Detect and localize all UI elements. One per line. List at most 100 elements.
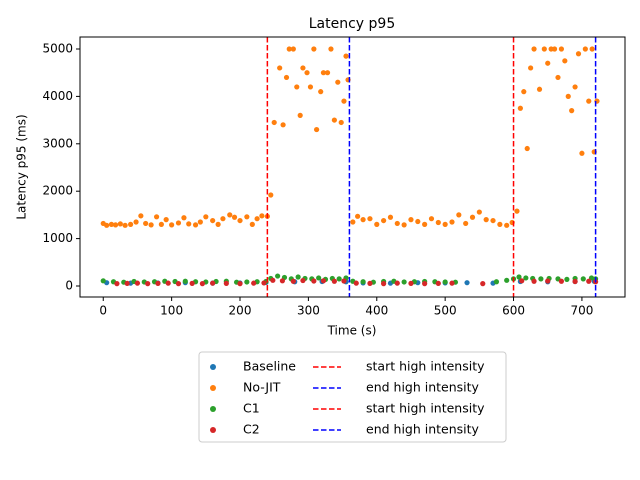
legend-label: end high intensity bbox=[366, 380, 480, 395]
point bbox=[551, 46, 558, 52]
point bbox=[165, 280, 171, 286]
point bbox=[244, 279, 250, 285]
x-tick-label: 400 bbox=[365, 304, 388, 318]
point bbox=[555, 74, 561, 81]
point bbox=[320, 70, 327, 76]
point bbox=[464, 280, 470, 286]
point bbox=[401, 222, 407, 228]
point bbox=[143, 220, 149, 227]
point bbox=[545, 60, 551, 66]
point bbox=[313, 126, 320, 133]
legend-label: C1 bbox=[243, 401, 260, 416]
point bbox=[353, 280, 359, 286]
point bbox=[148, 222, 154, 228]
point bbox=[311, 278, 317, 284]
legend-marker bbox=[210, 406, 216, 412]
point bbox=[294, 84, 300, 90]
point bbox=[381, 281, 387, 287]
chart-title: Latency p95 bbox=[309, 16, 396, 32]
legend-label: start high intensity bbox=[366, 359, 485, 374]
legend-marker bbox=[210, 385, 216, 391]
point bbox=[331, 278, 337, 284]
point bbox=[290, 46, 296, 52]
point bbox=[449, 219, 455, 225]
point bbox=[523, 275, 529, 281]
point bbox=[270, 277, 276, 283]
point bbox=[355, 213, 361, 219]
point bbox=[117, 221, 123, 227]
point bbox=[182, 278, 188, 284]
point bbox=[210, 217, 216, 224]
point bbox=[541, 46, 547, 52]
point bbox=[463, 220, 469, 227]
x-tick-label: 200 bbox=[229, 304, 252, 318]
point bbox=[422, 221, 428, 227]
point bbox=[565, 93, 571, 99]
point bbox=[153, 214, 160, 220]
point bbox=[469, 214, 476, 220]
point bbox=[536, 86, 543, 92]
point bbox=[524, 145, 530, 152]
point bbox=[538, 276, 544, 282]
point bbox=[192, 222, 199, 228]
point bbox=[582, 46, 588, 52]
point bbox=[480, 281, 486, 287]
point bbox=[316, 275, 322, 281]
legend-label: end high intensity bbox=[366, 422, 480, 437]
point bbox=[271, 119, 277, 126]
point bbox=[558, 278, 565, 284]
point bbox=[254, 216, 260, 222]
point bbox=[394, 280, 400, 286]
x-tick-label: 500 bbox=[434, 304, 457, 318]
point bbox=[408, 217, 414, 223]
point bbox=[586, 278, 592, 284]
point bbox=[343, 53, 349, 59]
point bbox=[311, 46, 317, 52]
plot-frame bbox=[79, 36, 626, 298]
point bbox=[497, 221, 503, 227]
point bbox=[564, 276, 570, 282]
point bbox=[251, 280, 257, 286]
point bbox=[295, 274, 301, 280]
y-tick-label: 3000 bbox=[42, 136, 73, 150]
point bbox=[338, 119, 344, 126]
point bbox=[341, 278, 347, 284]
point bbox=[114, 281, 120, 287]
point bbox=[435, 280, 441, 286]
point bbox=[589, 46, 595, 52]
point bbox=[531, 46, 537, 52]
point bbox=[442, 221, 448, 227]
point bbox=[112, 222, 119, 228]
point bbox=[360, 217, 366, 223]
point bbox=[223, 280, 229, 286]
point bbox=[304, 70, 310, 76]
legend-box bbox=[198, 351, 507, 443]
point bbox=[381, 217, 387, 224]
point bbox=[519, 278, 525, 284]
point bbox=[435, 219, 441, 226]
point bbox=[572, 84, 578, 90]
point bbox=[155, 280, 161, 286]
point bbox=[199, 281, 206, 287]
point bbox=[138, 213, 144, 219]
point bbox=[197, 219, 203, 225]
point bbox=[259, 213, 265, 219]
point bbox=[297, 112, 303, 118]
point bbox=[569, 108, 575, 114]
point bbox=[280, 122, 286, 128]
point bbox=[442, 279, 448, 285]
point bbox=[531, 278, 537, 284]
point bbox=[122, 222, 128, 228]
legend-label: Baseline bbox=[243, 359, 296, 374]
point bbox=[341, 98, 347, 104]
point bbox=[517, 105, 523, 111]
point bbox=[169, 222, 175, 228]
point bbox=[572, 278, 578, 285]
point bbox=[286, 46, 292, 52]
point bbox=[504, 277, 510, 283]
point bbox=[528, 65, 534, 71]
point bbox=[268, 192, 274, 198]
y-tick-label: 1000 bbox=[42, 231, 73, 245]
point bbox=[324, 70, 331, 76]
